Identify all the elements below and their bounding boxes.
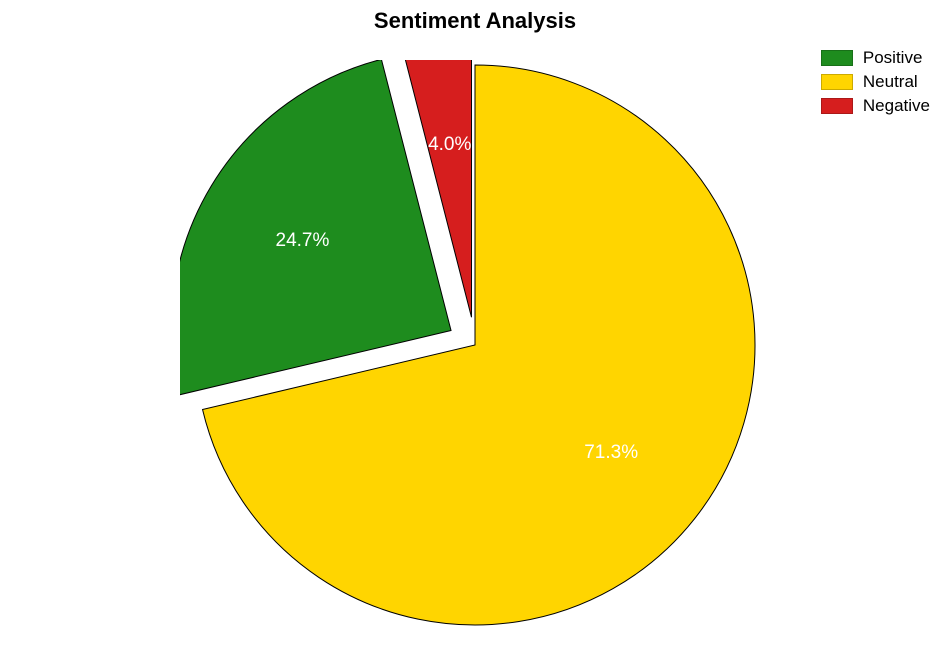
slice-label-positive: 24.7% — [276, 230, 330, 252]
slice-label-negative: 4.0% — [428, 134, 471, 156]
slice-label-neutral: 71.3% — [584, 442, 638, 464]
chart-title: Sentiment Analysis — [374, 8, 576, 34]
legend-label-negative: Negative — [863, 96, 930, 116]
legend-swatch-negative — [821, 98, 853, 114]
legend-item-positive: Positive — [821, 48, 930, 68]
pie-svg — [180, 60, 770, 650]
legend-label-neutral: Neutral — [863, 72, 918, 92]
legend-item-negative: Negative — [821, 96, 930, 116]
legend-swatch-neutral — [821, 74, 853, 90]
legend-swatch-positive — [821, 50, 853, 66]
legend-label-positive: Positive — [863, 48, 923, 68]
legend: Positive Neutral Negative — [821, 48, 930, 116]
pie-chart-container: Sentiment Analysis 71.3% 24.7% 4.0% Positi… — [0, 0, 950, 662]
pie-area: 71.3% 24.7% 4.0% — [180, 60, 770, 650]
pie-slice-positive — [180, 60, 451, 395]
legend-item-neutral: Neutral — [821, 72, 930, 92]
